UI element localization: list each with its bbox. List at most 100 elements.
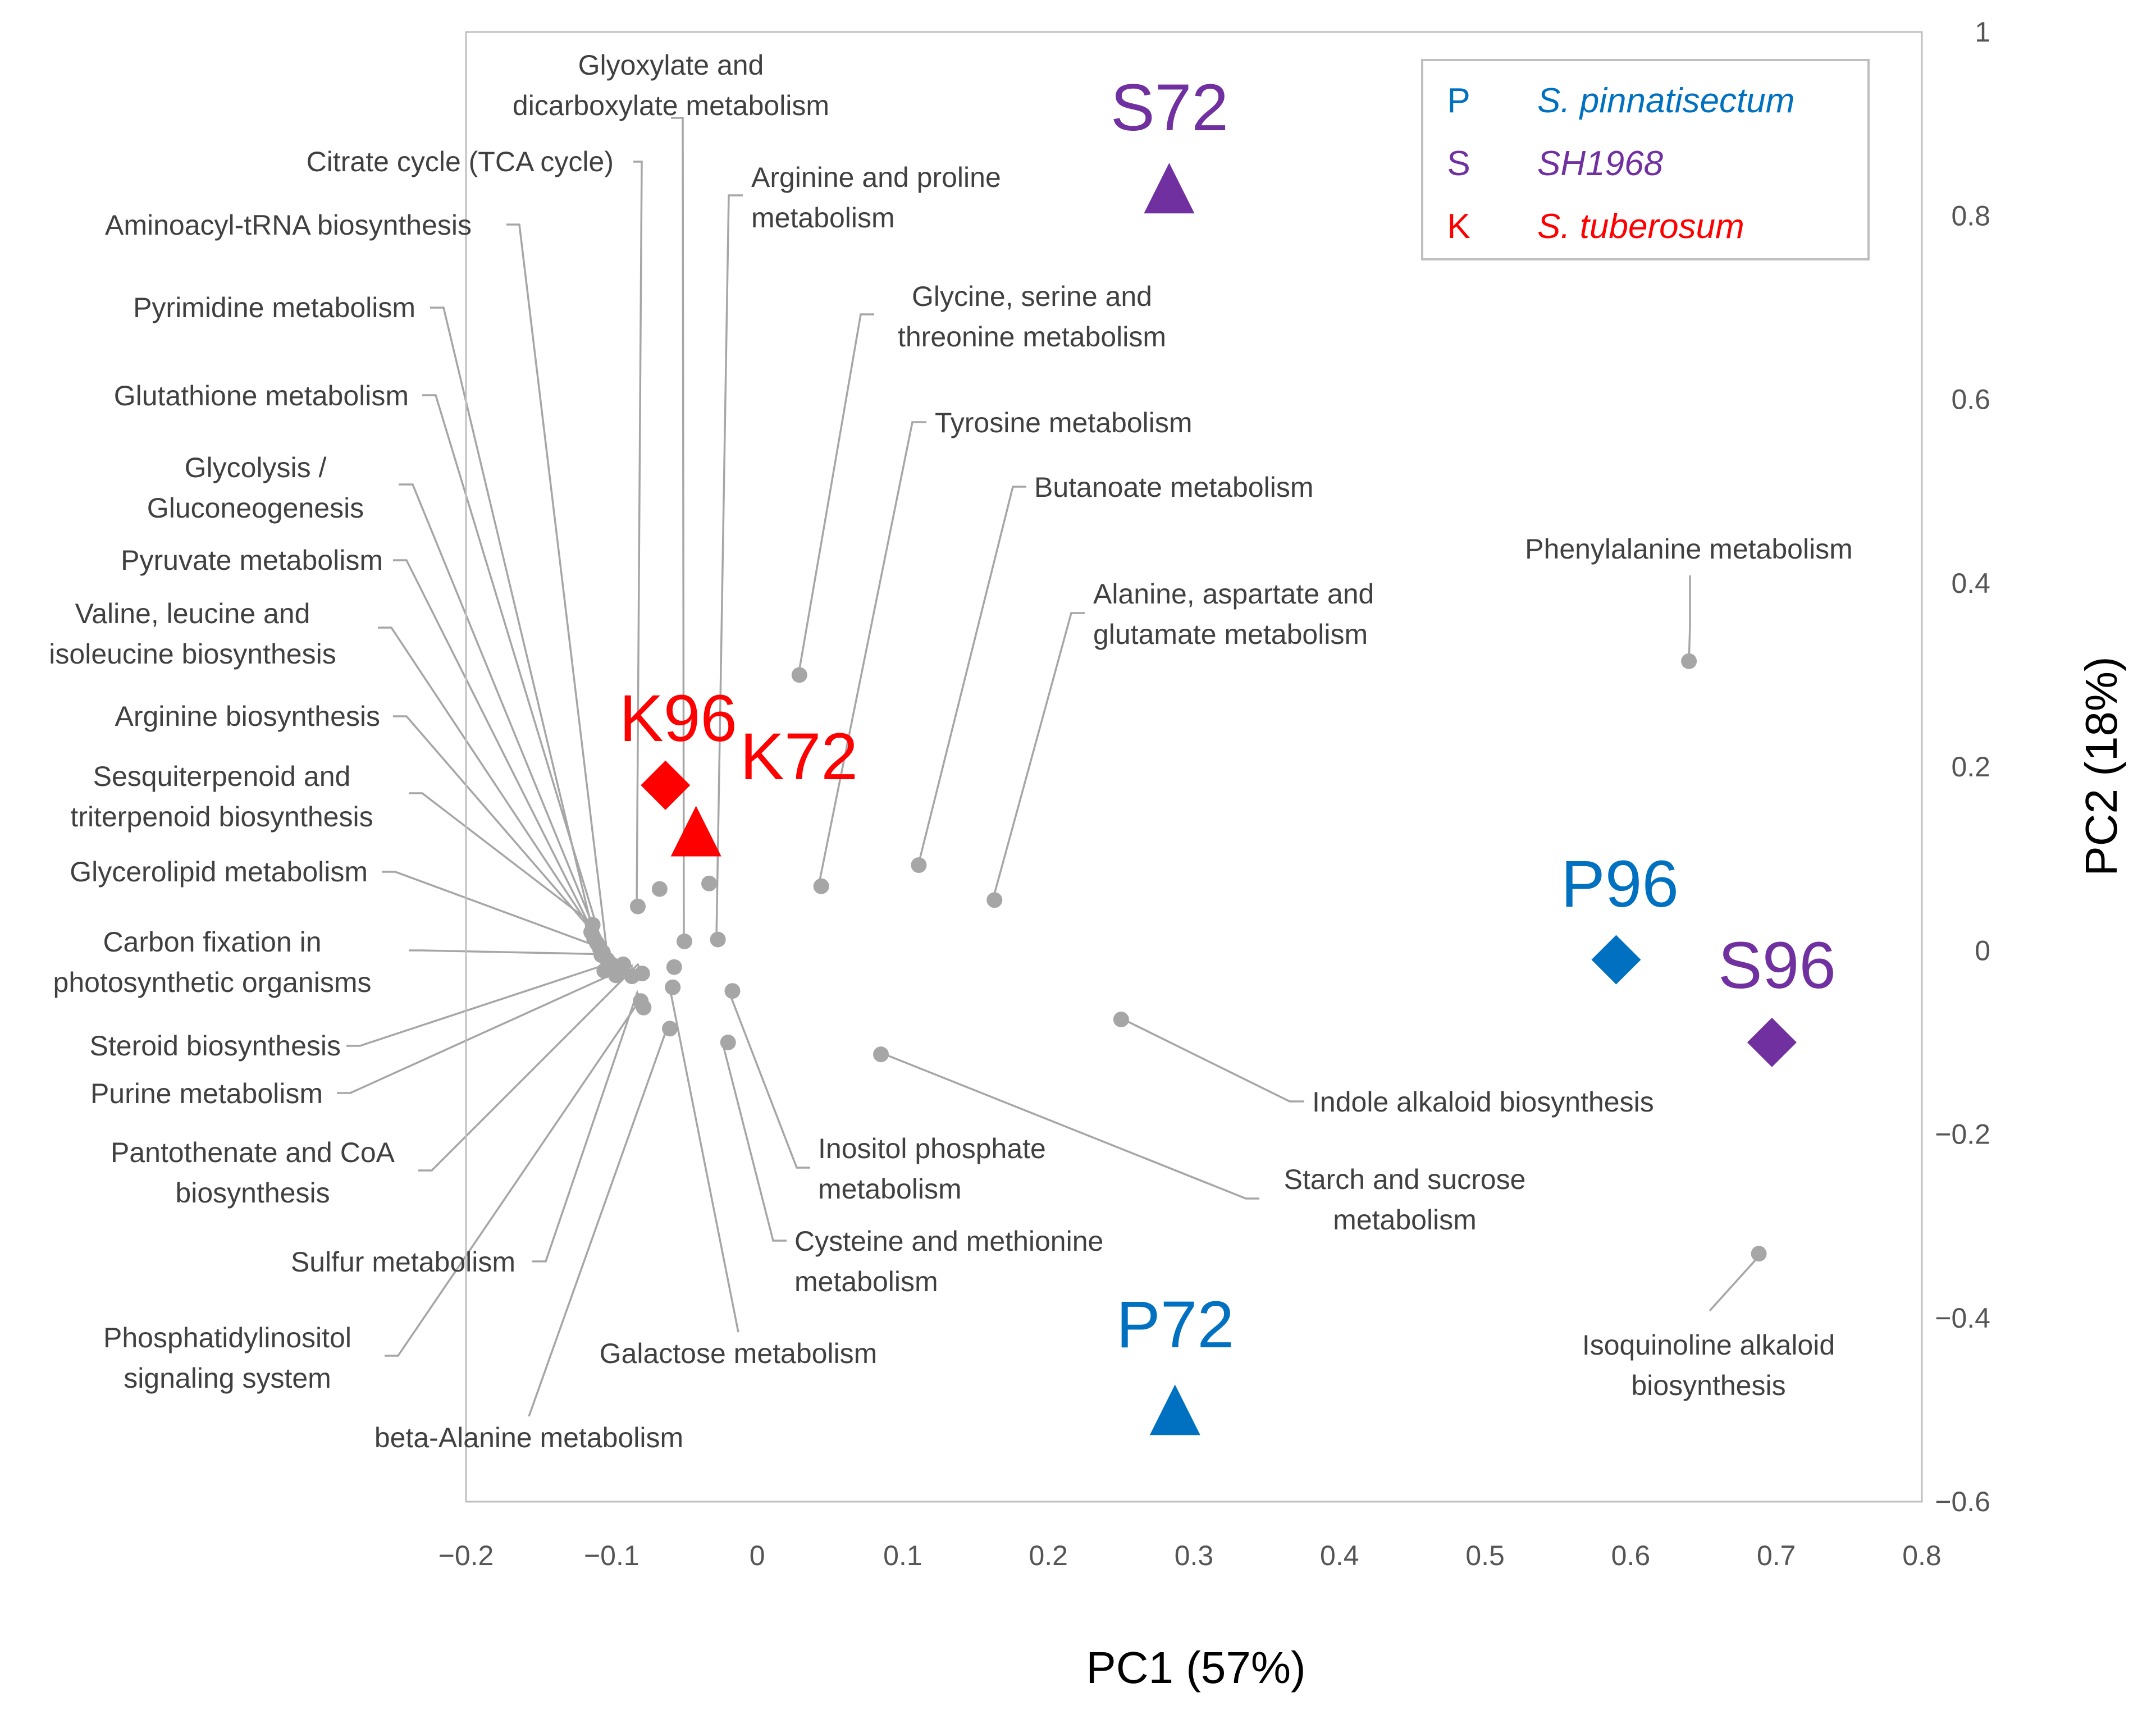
plot-border: [465, 31, 1923, 1503]
x-tick-label: 0: [750, 1540, 765, 1571]
label-purine-metabolism: Purine metabolism: [90, 1078, 323, 1109]
point-butanoate-metabolism: [911, 857, 927, 873]
point-galactose-metabolism: [665, 979, 681, 995]
label-line: Inositol phosphate: [818, 1133, 1046, 1164]
point-glycine-serine-and-threonine-metabolism: [791, 667, 807, 683]
point-pantothenate-and-coa-biosynthesis: [634, 966, 650, 982]
label-glycerolipid-metabolism: Glycerolipid metabolism: [70, 856, 368, 888]
label-sesquiterpenoid-and-triterpenoid-biosynthesis: Sesquiterpenoid and triterpenoid biosynth…: [70, 761, 373, 833]
label-line: signaling system: [124, 1362, 331, 1394]
label-line: Steroid biosynthesis: [90, 1030, 341, 1062]
point-alanine-aspartate-and-glutamate-metabolism: [986, 892, 1003, 908]
label-phosphatidylinositol-signaling-system: Phosphatidylinositol signaling system: [103, 1322, 351, 1394]
marker-p96: [1591, 935, 1641, 985]
label-line: Citrate cycle (TCA cycle): [307, 146, 614, 177]
point-glyoxylate-and-dicarboxylate-metabolism: [676, 933, 692, 949]
label-line: Phenylalanine metabolism: [1525, 533, 1853, 565]
point-unlabeled: [596, 963, 613, 979]
label-line: Phosphatidylinositol: [103, 1322, 351, 1353]
label-pyruvate-metabolism: Pyruvate metabolism: [121, 545, 383, 576]
label-k72: K72: [740, 720, 858, 794]
plot-area: [465, 31, 1923, 1503]
variable-labels: Glyoxylate and dicarboxylate metabolism Ci…: [49, 49, 1853, 1453]
label-line: Starch and sucrose: [1284, 1164, 1526, 1195]
label-line: Pyrimidine metabolism: [133, 292, 415, 323]
label-line: metabolism: [751, 202, 895, 234]
label-inositol-phosphate-metabolism: Inositol phosphate metabolism: [818, 1133, 1046, 1205]
point-glycerolipid-metabolism: [593, 947, 610, 963]
label-line: Arginine biosynthesis: [115, 701, 381, 732]
label-steroid-biosynthesis: Steroid biosynthesis: [90, 1030, 341, 1062]
variable-points: [583, 653, 1767, 1262]
y-tick-label: 0.8: [1951, 200, 1990, 231]
label-alanine-aspartate-and-glutamate-metabolism: Alanine, aspartate and glutamate metaboli…: [1093, 578, 1374, 650]
label-carbon-fixation-in-photosynthetic-organisms: Carbon fixation in photosynthetic organis…: [53, 926, 372, 998]
x-tick-label: −0.1: [584, 1540, 640, 1571]
x-axis-title: PC1 (57%): [1086, 1643, 1305, 1693]
label-line: Gluconeogenesis: [147, 492, 364, 524]
label-isoquinoline-alkaloid-biosynthesis: Isoquinoline alkaloid biosynthesis: [1582, 1329, 1835, 1401]
legend-key-k: K: [1447, 207, 1470, 246]
point-inositol-phosphate-metabolism: [724, 983, 741, 999]
label-line: Purine metabolism: [90, 1078, 323, 1109]
legend: P S. pinnatisectum S SH1968 K S. tuberosum: [1421, 59, 1870, 260]
point-unlabeled: [701, 875, 718, 891]
label-line: Sulfur metabolism: [291, 1246, 515, 1278]
y-tick-label: −0.6: [1935, 1486, 1990, 1517]
label-line: biosynthesis: [175, 1177, 330, 1209]
point-beta-alanine-metabolism: [662, 1021, 678, 1037]
legend-name-s-tuberosum: S. tuberosum: [1537, 207, 1744, 246]
label-line: Glyoxylate and: [578, 49, 764, 81]
leader-phenylalanine-metabolism: [1688, 575, 1691, 661]
y-axis-ticks: 1 0.8 0.6 0.4 0.2 0 −0.2 −0.4 −0.6: [1935, 16, 1990, 1517]
label-line: Butanoate metabolism: [1034, 472, 1314, 503]
legend-key-p: P: [1447, 81, 1470, 120]
label-p96: P96: [1561, 847, 1679, 921]
label-line: Glycolysis /: [185, 452, 327, 483]
label-line: isoleucine biosynthesis: [49, 638, 336, 670]
label-line: beta-Alanine metabolism: [374, 1422, 683, 1453]
label-pyrimidine-metabolism: Pyrimidine metabolism: [133, 292, 415, 323]
label-line: Pantothenate and CoA: [111, 1137, 395, 1168]
x-axis-ticks: −0.2 −0.1 0 0.1 0.2 0.3 0.4 0.5 0.6 0.7 0.8: [438, 1540, 1942, 1571]
label-line: dicarboxylate metabolism: [513, 90, 829, 121]
label-line: Valine, leucine and: [75, 598, 310, 629]
label-aminoacyl-trna-biosynthesis: Aminoacyl-tRNA biosynthesis: [105, 209, 472, 241]
x-tick-label: 0.4: [1320, 1540, 1359, 1571]
point-cysteine-and-methionine-metabolism: [720, 1034, 736, 1050]
point-starch-and-sucrose-metabolism: [873, 1046, 889, 1063]
x-tick-label: 0.2: [1029, 1540, 1068, 1571]
y-axis-title: PC2 (18%): [2076, 656, 2126, 876]
point-tyrosine-metabolism: [813, 878, 829, 894]
point-unlabeled: [666, 959, 682, 975]
marker-s72: [1144, 163, 1195, 214]
legend-name-s-pinnatisectum: S. pinnatisectum: [1537, 81, 1794, 120]
x-tick-label: 0.6: [1611, 1540, 1651, 1571]
x-tick-label: 0.1: [883, 1540, 922, 1571]
label-line: Sesquiterpenoid and: [93, 761, 351, 792]
label-line: biosynthesis: [1631, 1370, 1785, 1401]
point-unlabeled: [651, 881, 668, 897]
label-line: Glycerolipid metabolism: [70, 856, 368, 888]
label-phenylalanine-metabolism: Phenylalanine metabolism: [1525, 533, 1853, 565]
label-line: Cysteine and methionine: [794, 1225, 1103, 1257]
label-p72: P72: [1116, 1288, 1234, 1362]
y-tick-label: −0.4: [1935, 1302, 1990, 1334]
label-tyrosine-metabolism: Tyrosine metabolism: [935, 407, 1193, 438]
label-glyoxylate-and-dicarboxylate-metabolism: Glyoxylate and dicarboxylate metabolism: [513, 49, 829, 121]
x-tick-label: −0.2: [438, 1540, 494, 1571]
label-butanoate-metabolism: Butanoate metabolism: [1034, 472, 1314, 503]
label-citrate-cycle-tca-cycle: Citrate cycle (TCA cycle): [307, 146, 614, 177]
y-tick-label: 0.2: [1951, 751, 1990, 783]
point-isoquinoline-alkaloid-biosynthesis: [1751, 1246, 1767, 1262]
label-line: Glycine, serine and: [912, 281, 1152, 312]
label-line: photosynthetic organisms: [53, 967, 372, 998]
label-s72: S72: [1111, 71, 1228, 145]
point-indole-alkaloid-biosynthesis: [1113, 1011, 1129, 1027]
label-sulfur-metabolism: Sulfur metabolism: [291, 1246, 515, 1278]
point-unlabeled: [615, 956, 632, 972]
label-arginine-biosynthesis: Arginine biosynthesis: [115, 701, 381, 732]
point-arginine-and-proline-metabolism: [710, 931, 726, 948]
